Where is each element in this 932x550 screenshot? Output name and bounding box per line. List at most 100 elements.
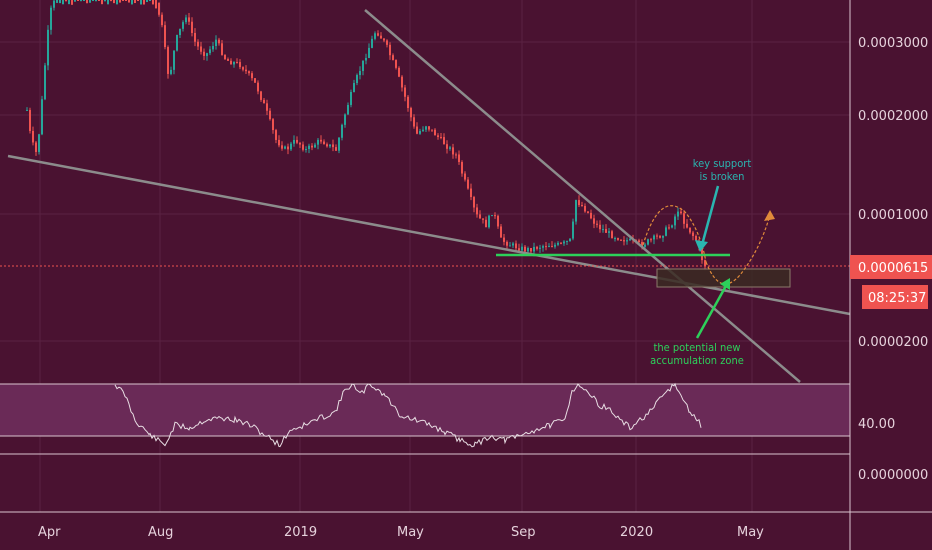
candle-body <box>299 142 301 145</box>
candle-body <box>65 0 67 2</box>
candle-body <box>440 136 442 138</box>
candle-body <box>416 126 418 134</box>
candle-body <box>200 46 202 52</box>
candle-body <box>461 162 463 174</box>
candle-body <box>29 109 31 131</box>
candle-body <box>446 144 448 149</box>
candle-body <box>356 75 358 84</box>
candle-body <box>365 57 367 61</box>
projection-arc-right <box>705 214 771 285</box>
candle-body <box>656 235 658 237</box>
candle-body <box>287 146 289 150</box>
candle-body <box>536 246 538 249</box>
candle-body <box>647 239 649 245</box>
key-support-arrow-head <box>695 240 708 252</box>
candle-body <box>575 200 577 222</box>
time-label-aug[interactable]: Aug <box>148 525 173 540</box>
candle-body <box>266 103 268 111</box>
candle-body <box>383 38 385 41</box>
candle-body <box>218 39 220 44</box>
candle-body <box>641 242 643 247</box>
candle-body <box>56 0 58 3</box>
candle-body <box>500 226 502 238</box>
candle-body <box>620 239 622 241</box>
candle-body <box>305 149 307 151</box>
candle-body <box>374 33 376 39</box>
candle-body <box>212 46 214 50</box>
candle-body <box>26 109 28 111</box>
candle-body <box>149 0 151 1</box>
candle-body <box>167 47 169 74</box>
candle-body <box>392 55 394 61</box>
candle-body <box>314 144 316 148</box>
candle-body <box>254 78 256 83</box>
candle-body <box>146 0 148 3</box>
time-label-sep[interactable]: Sep <box>511 525 536 540</box>
time-label-may-2020[interactable]: May <box>737 525 764 540</box>
candle-body <box>224 54 226 60</box>
candle-body <box>557 242 559 245</box>
candle-body <box>188 17 190 22</box>
candle-body <box>602 229 604 231</box>
candle-body <box>377 33 379 36</box>
candle-body <box>191 21 193 33</box>
candle-body <box>572 221 574 239</box>
accumulation-arrow-head <box>720 278 730 290</box>
candle-body <box>521 246 523 251</box>
time-label-may-2019[interactable]: May <box>397 525 424 540</box>
candle-body <box>704 260 706 266</box>
candle-body <box>134 0 136 4</box>
candle-body <box>386 40 388 45</box>
candle-body <box>236 62 238 64</box>
candle-body <box>74 0 76 2</box>
candle-body <box>143 0 145 5</box>
candle-body <box>701 247 703 261</box>
candle-body <box>497 215 499 227</box>
candle-body <box>326 144 328 147</box>
candle-body <box>335 147 337 151</box>
accumulation-arrow <box>695 283 729 339</box>
candle-body <box>590 212 592 219</box>
candle-body <box>32 130 34 143</box>
candle-body <box>470 188 472 198</box>
candle-body <box>599 224 601 230</box>
candle-body <box>164 25 166 48</box>
candle-body <box>581 205 583 207</box>
candle-body <box>359 71 361 76</box>
candle-body <box>479 214 481 219</box>
candle-body <box>404 87 406 97</box>
candle-body <box>539 247 541 249</box>
candle-body <box>308 145 310 150</box>
candle-body <box>665 227 667 236</box>
candle-body <box>98 0 100 1</box>
candle-body <box>182 22 184 29</box>
candle-body <box>371 38 373 48</box>
candle-body <box>431 129 433 131</box>
time-label-2019[interactable]: 2019 <box>284 525 317 540</box>
upper-trend-line <box>364 9 801 383</box>
candle-body <box>209 49 211 54</box>
candle-body <box>560 242 562 244</box>
candle-body <box>338 137 340 151</box>
annotation-is-broken: is broken <box>700 170 745 183</box>
candle-body <box>533 246 535 252</box>
candle-body <box>137 0 139 2</box>
candle-body <box>650 239 652 241</box>
candle-body <box>527 247 529 252</box>
time-label-2020[interactable]: 2020 <box>620 525 653 540</box>
candle-body <box>113 0 115 4</box>
time-label-apr[interactable]: Apr <box>38 525 61 540</box>
candle-body <box>119 0 121 3</box>
candle-body <box>644 244 646 247</box>
candle-body <box>566 241 568 243</box>
candle-body <box>35 142 37 152</box>
candle-body <box>623 240 625 242</box>
candle-body <box>245 69 247 72</box>
candle-body <box>488 215 490 228</box>
candle-body <box>296 139 298 143</box>
candle-body <box>38 134 40 152</box>
candle-body <box>53 0 55 8</box>
accumulation-zone <box>656 268 791 288</box>
candle-body <box>491 215 493 217</box>
